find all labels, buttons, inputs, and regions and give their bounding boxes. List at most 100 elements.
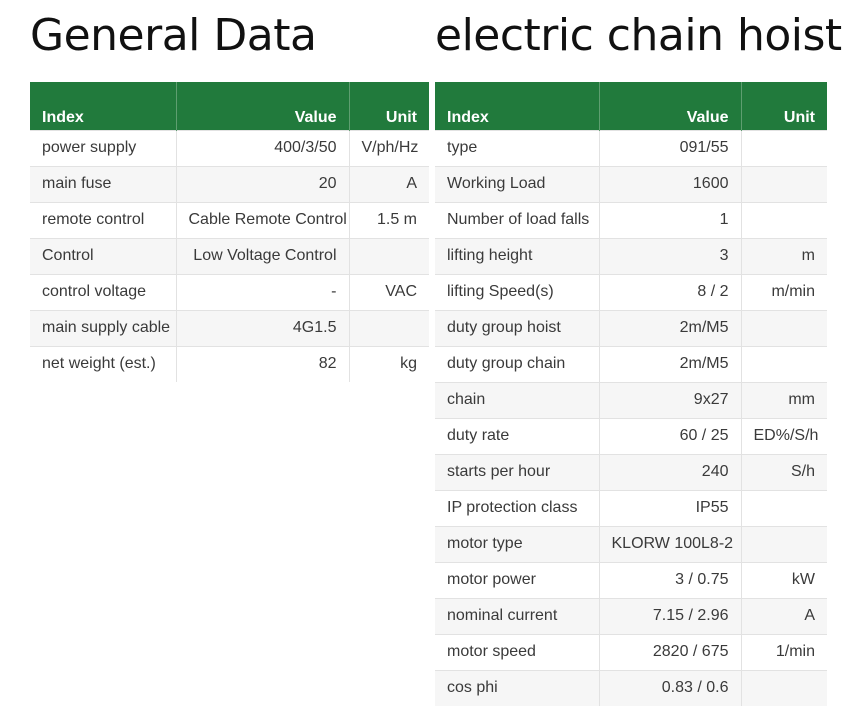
cell-index: power supply [30, 129, 177, 166]
cell-index: duty group chain [435, 345, 600, 382]
cell-unit [741, 345, 827, 382]
column-header-value: Value [599, 82, 742, 130]
cell-index: duty rate [435, 417, 600, 454]
cell-value: 60 / 25 [599, 417, 742, 454]
cell-unit [741, 129, 827, 166]
cell-unit: V/ph/Hz [349, 129, 429, 166]
table-row: Control Low Voltage Control [30, 237, 429, 274]
table-row: starts per hour 240 S/h [435, 453, 827, 490]
table-row: type 091/55 [435, 129, 827, 166]
table-row: duty group hoist 2m/M5 [435, 309, 827, 346]
cell-unit: S/h [741, 453, 827, 490]
cell-unit: kW [741, 561, 827, 598]
cell-index: main fuse [30, 165, 177, 202]
cell-index: nominal current [435, 597, 600, 634]
cell-unit: A [741, 597, 827, 634]
cell-index: motor type [435, 525, 600, 562]
cell-value: 82 [176, 345, 350, 382]
cell-index: Control [30, 237, 177, 274]
cell-value: Cable Remote Control [176, 201, 350, 238]
chain-hoist-table: Index Value Unit type 091/55 Working Load 1… [435, 82, 827, 706]
cell-index: net weight (est.) [30, 345, 177, 382]
cell-index: duty group hoist [435, 309, 600, 346]
cell-index: lifting height [435, 237, 600, 274]
general-data-title: General Data [30, 10, 317, 61]
table-row: lifting Speed(s) 8 / 2 m/min [435, 273, 827, 310]
table-row: motor speed 2820 / 675 1/min [435, 633, 827, 670]
cell-unit [741, 669, 827, 706]
table-row: motor power 3 / 0.75 kW [435, 561, 827, 598]
cell-index: starts per hour [435, 453, 600, 490]
table-header-row: Index Value Unit [30, 82, 429, 130]
cell-unit [741, 309, 827, 346]
cell-index: type [435, 129, 600, 166]
chain-hoist-title: electric chain hoist [435, 10, 842, 61]
table-row: duty group chain 2m/M5 [435, 345, 827, 382]
cell-unit [349, 237, 429, 274]
cell-value: 2m/M5 [599, 309, 742, 346]
cell-value: 0.83 / 0.6 [599, 669, 742, 706]
cell-value: 20 [176, 165, 350, 202]
cell-index: Working Load [435, 165, 600, 202]
cell-unit: mm [741, 381, 827, 418]
table-row: IP protection class IP55 [435, 489, 827, 526]
table-row: lifting height 3 m [435, 237, 827, 274]
cell-unit: kg [349, 345, 429, 382]
cell-value: Low Voltage Control [176, 237, 350, 274]
table-row: duty rate 60 / 25 ED%/S/h [435, 417, 827, 454]
cell-value: 9x27 [599, 381, 742, 418]
table-row: nominal current 7.15 / 2.96 A [435, 597, 827, 634]
cell-unit [741, 489, 827, 526]
cell-unit: ED%/S/h [741, 417, 827, 454]
column-header-index: Index [30, 82, 177, 130]
table-row: chain 9x27 mm [435, 381, 827, 418]
table-row: remote control Cable Remote Control 1.5 m [30, 201, 429, 238]
cell-value: 2820 / 675 [599, 633, 742, 670]
cell-unit: 1/min [741, 633, 827, 670]
cell-value: 4G1.5 [176, 309, 350, 346]
cell-value: 7.15 / 2.96 [599, 597, 742, 634]
cell-unit: VAC [349, 273, 429, 310]
table-header-row: Index Value Unit [435, 82, 827, 130]
general-data-table: Index Value Unit power supply 400/3/50 V/p… [30, 82, 429, 382]
cell-index: remote control [30, 201, 177, 238]
cell-value: IP55 [599, 489, 742, 526]
table-row: main fuse 20 A [30, 165, 429, 202]
table-row: Working Load 1600 [435, 165, 827, 202]
cell-value: 400/3/50 [176, 129, 350, 166]
cell-unit: m/min [741, 273, 827, 310]
cell-index: chain [435, 381, 600, 418]
cell-value: 3 [599, 237, 742, 274]
cell-unit: m [741, 237, 827, 274]
table-row: power supply 400/3/50 V/ph/Hz [30, 129, 429, 166]
cell-index: control voltage [30, 273, 177, 310]
cell-index: lifting Speed(s) [435, 273, 600, 310]
table-row: cos phi 0.83 / 0.6 [435, 669, 827, 706]
column-header-unit: Unit [741, 82, 827, 130]
table-row: Number of load falls 1 [435, 201, 827, 238]
table-row: net weight (est.) 82 kg [30, 345, 429, 382]
column-header-value: Value [176, 82, 350, 130]
cell-unit: A [349, 165, 429, 202]
cell-value: 1600 [599, 165, 742, 202]
cell-unit: 1.5 m [349, 201, 429, 238]
cell-index: cos phi [435, 669, 600, 706]
cell-value: 8 / 2 [599, 273, 742, 310]
cell-unit [741, 165, 827, 202]
cell-value: KLORW 100L8-2 [599, 525, 742, 562]
cell-index: IP protection class [435, 489, 600, 526]
cell-index: main supply cable [30, 309, 177, 346]
cell-index: Number of load falls [435, 201, 600, 238]
cell-unit [349, 309, 429, 346]
cell-value: - [176, 273, 350, 310]
table-row: motor type KLORW 100L8-2 [435, 525, 827, 562]
cell-index: motor power [435, 561, 600, 598]
table-row: main supply cable 4G1.5 [30, 309, 429, 346]
cell-value: 240 [599, 453, 742, 490]
cell-unit [741, 525, 827, 562]
cell-unit [741, 201, 827, 238]
cell-index: motor speed [435, 633, 600, 670]
column-header-index: Index [435, 82, 600, 130]
cell-value: 091/55 [599, 129, 742, 166]
cell-value: 3 / 0.75 [599, 561, 742, 598]
